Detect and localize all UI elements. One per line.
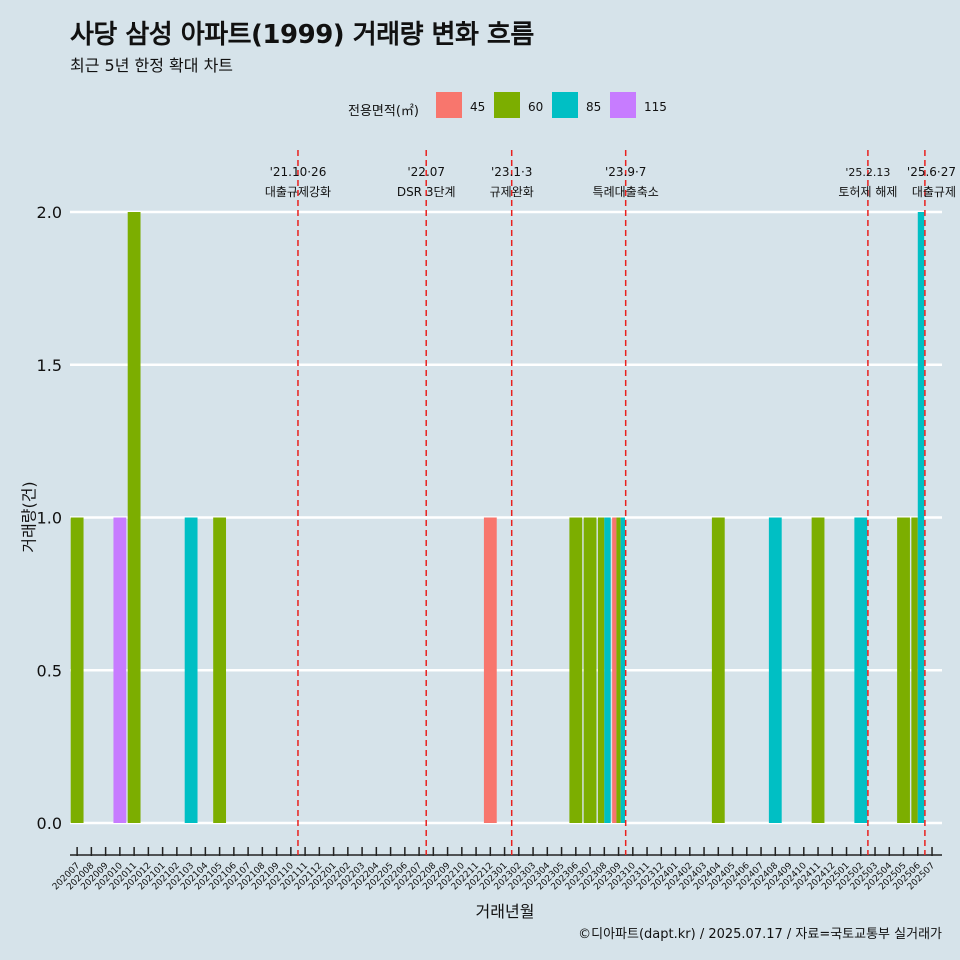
legend: 전용면적(㎡) 45 60 85 115: [0, 92, 960, 122]
bar-202007-60: [70, 517, 84, 823]
y-tick-label: 1.0: [37, 509, 62, 528]
y-tick-label: 1.5: [37, 356, 62, 375]
bar-202404-60: [711, 517, 725, 823]
event-label: 대출규제강화: [265, 185, 331, 199]
bar-202309-45: [612, 517, 617, 823]
legend-label-45: 45: [470, 100, 486, 114]
bar-202506-60: [911, 517, 918, 823]
legend-key-115: [610, 92, 636, 118]
chart-title: 사당 삼성 아파트(1999) 거래량 변화 흐름: [70, 20, 534, 50]
bar-202011-60: [127, 212, 141, 823]
event-label: DSR 3단계: [397, 185, 456, 199]
legend-label-115: 115: [644, 100, 667, 114]
bar-202506-85: [917, 212, 925, 823]
event-date: '22.07: [407, 165, 445, 179]
bar-202212-45: [483, 517, 497, 823]
bar-202408-85: [768, 517, 782, 823]
event-date: '21.10·26: [270, 165, 327, 179]
bar-202309-85: [620, 517, 625, 823]
event-label: 토허제 해제: [838, 185, 897, 199]
y-tick-label: 0.0: [37, 814, 62, 833]
bar-202505-60: [897, 517, 910, 823]
event-date: '25.6·27: [907, 165, 956, 179]
legend-label-60: 60: [528, 100, 544, 114]
chart-subtitle: 최근 5년 한정 확대 차트: [70, 56, 234, 75]
bar-202308-60: [597, 517, 605, 823]
bar-202306-60: [569, 517, 583, 823]
bar-202309-60: [616, 517, 621, 823]
legend-label-85: 85: [586, 100, 602, 114]
y-tick-label: 0.5: [37, 661, 62, 680]
event-date: '23.9·7: [605, 165, 646, 179]
bar-202010-115: [113, 517, 127, 823]
event-label: 특례대출축소: [593, 185, 659, 199]
x-axis-title: 거래년월: [475, 902, 535, 921]
bar-202308-85: [604, 517, 611, 823]
bar-202411-60: [811, 517, 825, 823]
event-date: '23.1·3: [491, 165, 532, 179]
event-date: '25.2.13: [845, 166, 890, 179]
legend-key-60: [494, 92, 520, 118]
y-tick-label: 2.0: [37, 203, 62, 222]
legend-key-45: [436, 92, 462, 118]
event-label: 대출규제: [912, 185, 956, 199]
y-axis-title: 거래량(건): [19, 481, 39, 553]
legend-title: 전용면적(㎡): [348, 104, 419, 119]
bar-202502-85: [854, 517, 868, 823]
bar-202103-85: [184, 517, 198, 823]
bar-202307-60: [583, 517, 597, 823]
caption: ©디아파트(dapt.kr) / 2025.07.17 / 자료=국토교통부 실…: [578, 927, 942, 942]
bar-202105-60: [213, 517, 227, 823]
event-label: 규제완화: [490, 185, 534, 199]
legend-key-85: [552, 92, 578, 118]
